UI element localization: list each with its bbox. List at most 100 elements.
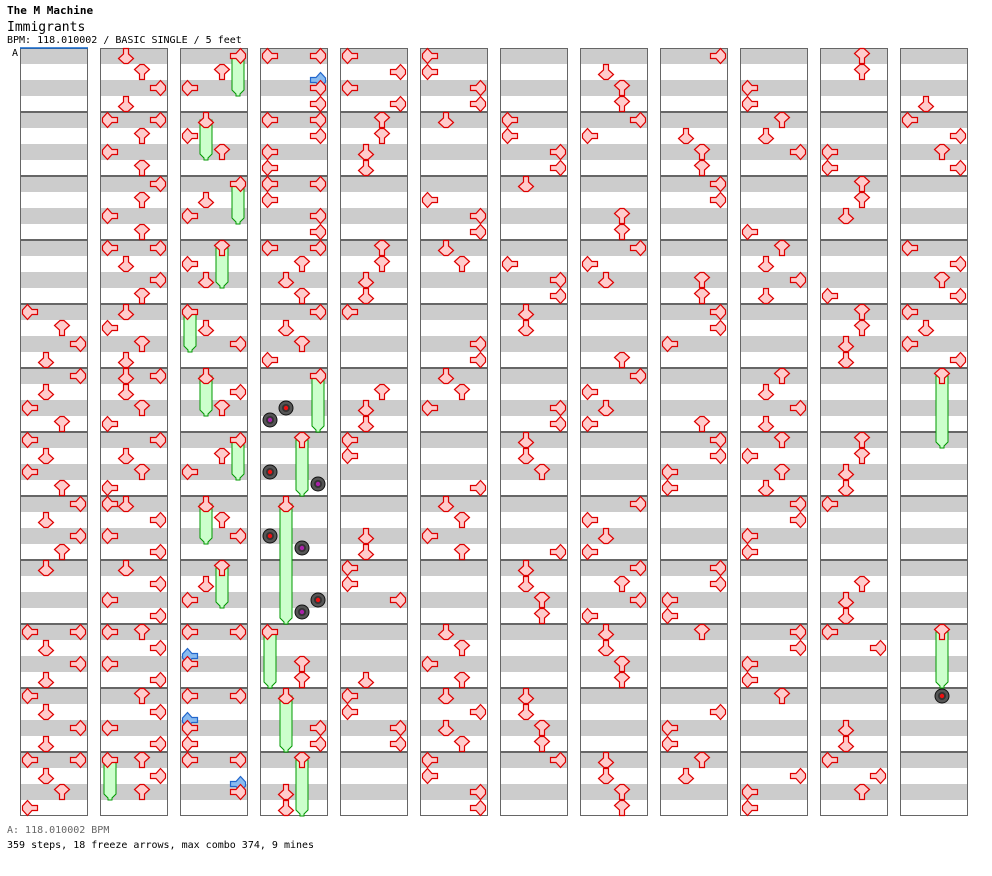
up-arrow-icon [693,143,711,161]
chart-column [20,47,88,817]
measure-box [100,176,168,240]
beat-stripe [100,64,168,80]
left-arrow-icon [101,719,119,737]
bpm-marker-label: A [12,48,19,59]
beat-stripe [260,496,328,512]
up-arrow-icon [293,751,311,769]
beat-stripe [420,224,488,240]
freeze-arrow-body [215,247,229,289]
beat-stripe [900,64,968,80]
beat-stripe [500,752,568,768]
beat-stripe [660,336,728,352]
left-arrow-icon [101,495,119,513]
mine-core [267,469,273,475]
up-arrow-icon [293,671,311,689]
beat-stripe [660,512,728,528]
right-arrow-icon [149,607,167,625]
beat-stripe [580,768,648,784]
beat-stripe [660,528,728,544]
beat-stripe [580,416,648,432]
right-arrow-icon [789,143,807,161]
up-arrow-icon [933,271,951,289]
down-arrow-icon [357,527,375,545]
beat-stripe [420,384,488,400]
measure-box [500,752,568,816]
beat-stripe [260,336,328,352]
beat-stripe [900,432,968,448]
down-arrow-icon [357,671,375,689]
beat-stripe [900,544,968,560]
beat-stripe [180,112,248,128]
beat-stripe [740,640,808,656]
up-arrow-icon [613,783,631,801]
beat-stripe [340,800,408,816]
left-arrow-icon [821,159,839,177]
right-arrow-icon [309,175,327,193]
measure-box [20,624,88,688]
beat-stripe [500,96,568,112]
up-arrow-icon [453,383,471,401]
beat-stripe [740,240,808,256]
right-arrow-icon [69,367,87,385]
down-arrow-icon [597,751,615,769]
up-arrow-icon [293,655,311,673]
beat-stripe [100,208,168,224]
beat-stripe [660,736,728,752]
beat-stripe [820,688,888,704]
beat-stripe [740,576,808,592]
measure-box [260,432,328,496]
measure-box [340,624,408,688]
up-arrow-icon [133,463,151,481]
up-arrow-icon [373,255,391,273]
beat-stripe [20,512,88,528]
beat-stripe [20,384,88,400]
right-arrow-icon [469,95,487,113]
beat-stripe [180,672,248,688]
beat-stripe [100,416,168,432]
beat-stripe [500,240,568,256]
beat-stripe [500,384,568,400]
right-arrow-icon [229,783,247,801]
beat-stripe [740,272,808,288]
measure-box [820,560,888,624]
left-arrow-icon [821,495,839,513]
measure-box [820,240,888,304]
beat-stripe [900,144,968,160]
left-arrow-icon [421,63,439,81]
up-arrow-icon [693,271,711,289]
up-arrow-icon [133,223,151,241]
beat-stripe [180,624,248,640]
left-arrow-icon [741,223,759,241]
right-arrow-icon [229,175,247,193]
beat-stripe [900,576,968,592]
up-arrow-icon [773,431,791,449]
up-arrow-icon [213,511,231,529]
measure-box [820,112,888,176]
right-arrow-icon [149,639,167,657]
right-arrow-icon [149,111,167,129]
beat-stripe [820,800,888,816]
measure-box [740,560,808,624]
beat-stripe [340,384,408,400]
beat-stripe [500,608,568,624]
measure-box [180,48,248,112]
down-arrow-icon [917,95,935,113]
down-arrow-icon [117,559,135,577]
beat-stripe [260,624,328,640]
beat-stripe [500,656,568,672]
up-arrow-icon [133,783,151,801]
beat-stripe [340,544,408,560]
beat-stripe [900,800,968,816]
measure-box [420,560,488,624]
beat-stripe [260,256,328,272]
up-arrow-icon [533,463,551,481]
beat-stripe [180,336,248,352]
left-arrow-icon [181,687,199,705]
beat-stripe [900,688,968,704]
measure-box [340,240,408,304]
down-arrow-icon [517,303,535,321]
right-arrow-icon [629,559,647,577]
beat-stripe [420,368,488,384]
beat-stripe [20,192,88,208]
